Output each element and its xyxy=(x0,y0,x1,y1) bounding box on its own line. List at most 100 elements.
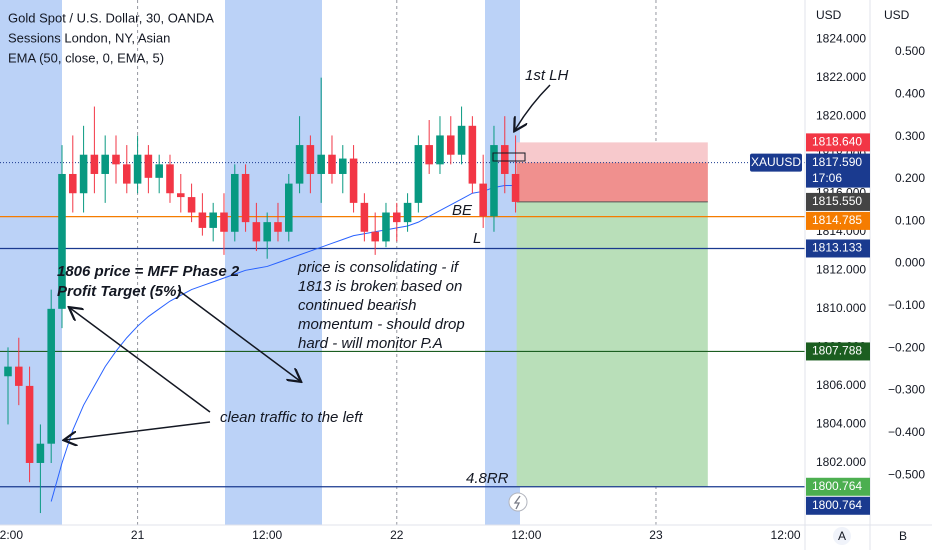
candle-body xyxy=(328,154,336,174)
candle-body xyxy=(500,145,509,174)
candle-body xyxy=(177,193,185,198)
currency: USD xyxy=(884,8,910,22)
candle-body xyxy=(511,173,520,202)
note: price is consolidating - if xyxy=(297,259,460,276)
candle-body xyxy=(295,145,304,184)
price-tag xyxy=(806,477,870,496)
alert-icon xyxy=(513,495,521,510)
y-tick-label: 1802.000 xyxy=(816,455,866,469)
symbol-title: Gold Spot / U.S. Dollar, 30, OANDA xyxy=(8,10,214,25)
scale-button-label[interactable]: A xyxy=(838,529,846,543)
arrow xyxy=(515,84,551,130)
candle-body xyxy=(220,212,228,232)
symbol-tag-label: XAUUSD xyxy=(751,155,801,169)
x-tick-label: 12:00 xyxy=(0,528,23,542)
candle-body xyxy=(403,202,412,223)
x-tick-label: 23 xyxy=(649,528,663,542)
time-axis-panel xyxy=(0,525,805,550)
session xyxy=(225,0,322,525)
candle-body xyxy=(285,183,293,232)
candle-body xyxy=(392,212,401,223)
candle-body xyxy=(4,366,12,377)
target-zone xyxy=(516,201,708,487)
symbol-tag xyxy=(750,153,802,172)
candle-body xyxy=(166,164,174,194)
candle-body xyxy=(144,154,153,178)
candle-body xyxy=(414,145,423,203)
y2-tick-label: 0.400 xyxy=(895,87,925,101)
y-tick-label: 1806.000 xyxy=(816,378,866,392)
y-tick-label: 1804.000 xyxy=(816,417,866,431)
candle-body xyxy=(425,145,433,165)
candle-body xyxy=(133,154,142,184)
y2-tick-label: −0.400 xyxy=(888,425,925,439)
axis-panel xyxy=(805,0,932,550)
session-shading xyxy=(0,0,520,525)
candle-body xyxy=(90,154,99,174)
price-tag xyxy=(806,211,870,230)
candle-body xyxy=(36,443,45,463)
y-tick-label: 1810.000 xyxy=(816,301,866,315)
x-tick-label: 12:00 xyxy=(252,528,282,542)
candle-body xyxy=(479,183,487,217)
candle-body xyxy=(360,202,369,232)
note: 1813 is broken based on xyxy=(298,278,462,295)
candle-body xyxy=(187,197,196,213)
y-tick-label: 1812.000 xyxy=(816,262,866,276)
y2-tick-label: 0.500 xyxy=(895,44,925,58)
candle-body xyxy=(263,222,271,242)
header: Gold Spot / U.S. Dollar, 30, OANDA Sessi… xyxy=(8,10,214,65)
arrow xyxy=(65,421,211,440)
open-loss-zone xyxy=(516,162,708,202)
scale-button-label[interactable]: B xyxy=(899,529,907,543)
candle-body xyxy=(252,222,261,242)
candle-body xyxy=(349,158,358,203)
candle-body xyxy=(198,212,207,228)
price-tag xyxy=(806,342,870,361)
candle-body xyxy=(306,145,315,174)
indicator: Sessions London, NY, Asian xyxy=(8,30,170,45)
candle-body xyxy=(317,154,325,174)
y2-tick-label: 0.000 xyxy=(895,256,925,270)
candle-body xyxy=(457,125,466,155)
alert-icon xyxy=(508,492,528,512)
note: L xyxy=(473,230,481,247)
candle-body xyxy=(382,212,390,242)
note: clean traffic to the left xyxy=(220,409,363,426)
candle-body xyxy=(123,164,131,184)
price-tag xyxy=(806,239,870,258)
x-tick-label: 22 xyxy=(390,528,404,542)
price-tag-label: 1815.550 xyxy=(812,194,862,208)
axes: 12:00 21 12:00 22 12:00 23 12:00 1824.000 1822.0… xyxy=(0,31,925,542)
price-tag xyxy=(806,153,870,188)
note: 1st LH xyxy=(525,67,569,84)
price-tag-label: 1800.764 xyxy=(812,498,862,512)
candle-body xyxy=(338,158,347,174)
y-tick-label: 1824.000 xyxy=(816,31,866,45)
ema-line xyxy=(50,185,516,502)
candle-body xyxy=(231,173,239,232)
arrow xyxy=(177,289,300,381)
candle-body xyxy=(274,222,282,232)
x-tick-label: 21 xyxy=(131,528,145,542)
candle-body xyxy=(47,308,55,444)
candle-body xyxy=(15,366,23,386)
price-tag-label: 1813.133 xyxy=(812,241,862,255)
ratio-label: 4.8RR xyxy=(466,470,509,487)
price-tag xyxy=(806,133,870,152)
price-tag-label: 1818.640 xyxy=(812,135,862,149)
candle-body xyxy=(490,145,498,217)
y2-tick-label: 0.200 xyxy=(895,171,925,185)
note: Profit Target (5%) xyxy=(57,283,181,300)
highlight-box xyxy=(492,152,526,162)
price-tag xyxy=(806,496,870,515)
y2-tick-label: 0.100 xyxy=(895,213,925,227)
candle-body xyxy=(371,231,379,242)
price-tag-label: 1800.764 xyxy=(812,479,862,493)
price-tag xyxy=(806,192,870,211)
candle-body xyxy=(155,164,163,178)
indicator: EMA (50, close, 0, EMA, 5) xyxy=(8,50,164,65)
y2-tick-label: 0.300 xyxy=(895,129,925,143)
scale-button[interactable] xyxy=(833,527,851,545)
